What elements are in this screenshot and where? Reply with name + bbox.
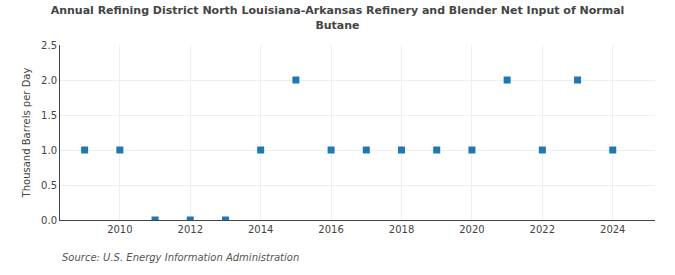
svg-text:Annual Refining District North: Annual Refining District North Louisiana… xyxy=(51,4,625,31)
svg-text:2012: 2012 xyxy=(178,224,203,235)
svg-text:2010: 2010 xyxy=(107,224,132,235)
svg-text:Thousand Barrels per Day: Thousand Barrels per Day xyxy=(21,68,32,199)
svg-text:Source: U.S. Energy Informatio: Source: U.S. Energy Information Administ… xyxy=(62,252,299,263)
svg-text:0.5: 0.5 xyxy=(41,180,57,191)
svg-text:2024: 2024 xyxy=(600,224,625,235)
svg-text:2014: 2014 xyxy=(248,224,273,235)
svg-text:1.5: 1.5 xyxy=(41,110,57,121)
svg-text:2022: 2022 xyxy=(530,224,555,235)
svg-text:2018: 2018 xyxy=(389,224,414,235)
svg-text:2016: 2016 xyxy=(318,224,343,235)
svg-text:1.0: 1.0 xyxy=(41,145,57,156)
svg-text:2.0: 2.0 xyxy=(41,75,57,86)
svg-text:2.5: 2.5 xyxy=(41,40,57,51)
svg-text:0.0: 0.0 xyxy=(41,215,57,226)
svg-text:2020: 2020 xyxy=(459,224,484,235)
